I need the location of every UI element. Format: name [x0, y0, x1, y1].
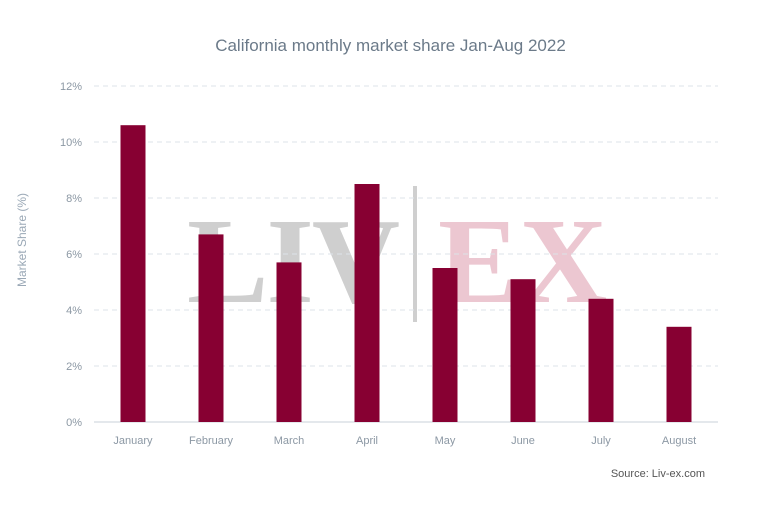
- x-tick-labels: January February March April May June July Augu…: [113, 435, 696, 447]
- bars: [120, 125, 692, 422]
- bar-april: [354, 184, 380, 422]
- bar-august: [666, 326, 692, 422]
- x-tick-label: May: [435, 435, 456, 447]
- y-tick-label: 12%: [60, 81, 82, 93]
- chart-title: California monthly market share Jan-Aug …: [215, 36, 566, 55]
- liv-ex-watermark: LIV EX: [187, 186, 607, 329]
- y-tick-labels: 0% 2% 4% 6% 8% 10% 12%: [60, 81, 82, 429]
- x-tick-label: January: [113, 435, 153, 447]
- bar-march: [276, 262, 302, 422]
- x-tick-label: July: [591, 435, 611, 447]
- y-tick-label: 8%: [66, 193, 82, 205]
- grid-lines: [94, 85, 718, 423]
- bar-january: [120, 125, 146, 422]
- bar-july: [588, 298, 614, 422]
- x-tick-label: March: [274, 435, 305, 447]
- y-tick-label: 4%: [66, 305, 82, 317]
- source-note: Source: Liv-ex.com: [610, 468, 705, 480]
- bar-february: [198, 234, 224, 422]
- x-tick-label: February: [189, 435, 234, 447]
- x-tick-label: August: [662, 435, 696, 447]
- x-tick-label: April: [356, 435, 378, 447]
- y-tick-label: 2%: [66, 361, 82, 373]
- y-tick-label: 6%: [66, 249, 82, 261]
- x-tick-label: June: [511, 435, 535, 447]
- bar-june: [510, 279, 536, 422]
- bar-may: [432, 268, 458, 422]
- y-tick-label: 10%: [60, 137, 82, 149]
- y-tick-label: 0%: [66, 417, 82, 429]
- watermark-separator: [413, 186, 417, 322]
